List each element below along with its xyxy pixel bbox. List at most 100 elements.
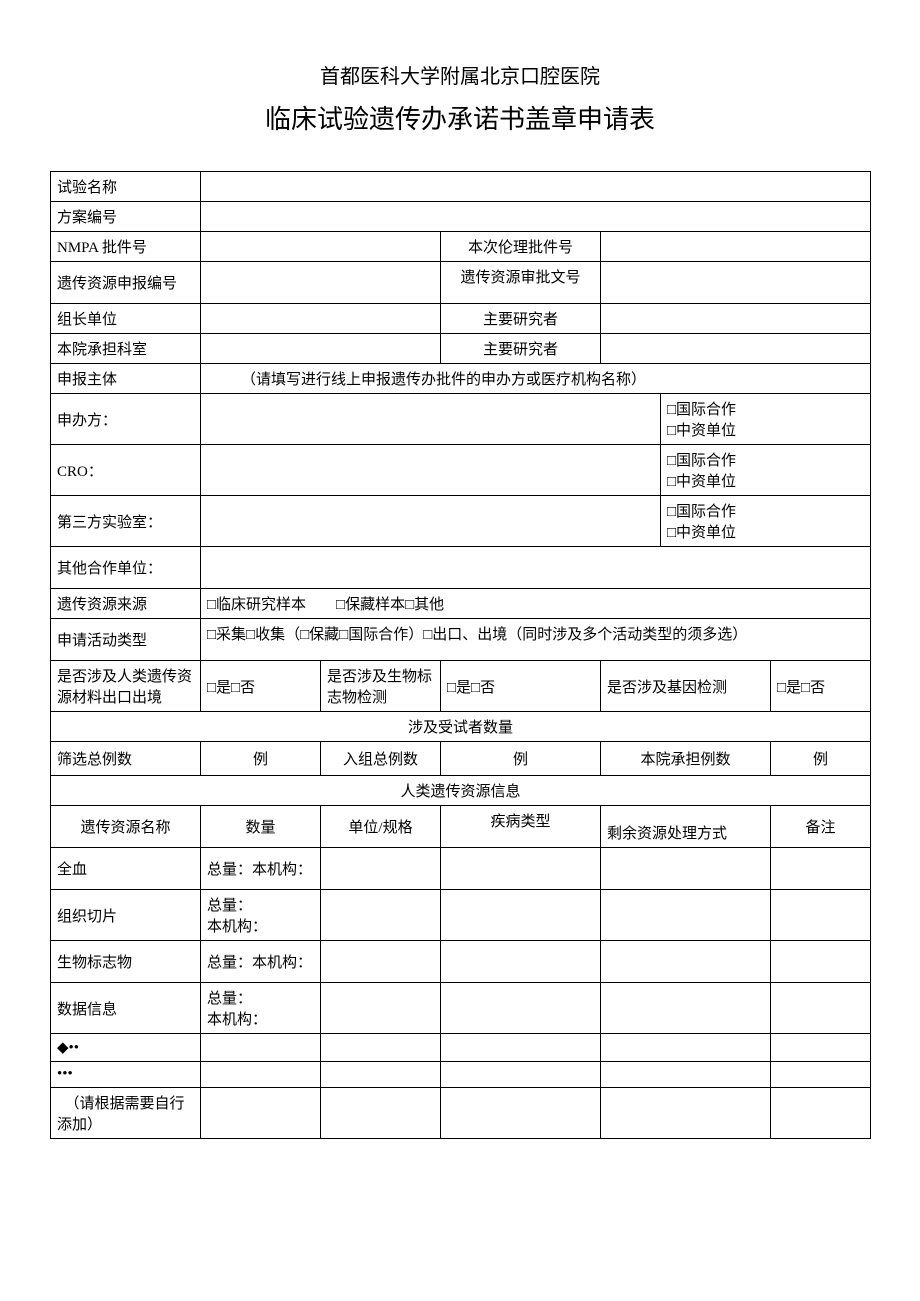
extra1-leftover[interactable]	[601, 1034, 771, 1062]
addmore-spec[interactable]	[321, 1088, 441, 1139]
field-third-lab[interactable]	[201, 496, 661, 547]
field-protocol-no[interactable]	[201, 202, 871, 232]
addmore-leftover[interactable]	[601, 1088, 771, 1139]
whole-blood-qty[interactable]: 总量：本机构：	[201, 848, 321, 890]
doc-subtitle: 首都医科大学附属北京口腔医院	[50, 60, 870, 89]
subjects-header: 涉及受试者数量	[51, 712, 871, 742]
col-disease-type: 疾病类型	[441, 806, 601, 848]
row-whole-blood: 全血	[51, 848, 201, 890]
label-export-q: 是否涉及人类遗传资源材料出口出境	[51, 661, 201, 712]
label-pi-2: 主要研究者	[441, 334, 601, 364]
label-applicant: 申报主体	[51, 364, 201, 394]
biomarker-yesno[interactable]: □是□否	[441, 661, 601, 712]
field-pi-2[interactable]	[601, 334, 871, 364]
cro-type[interactable]: □国际合作□中资单位	[661, 445, 871, 496]
label-other-partner: 其他合作单位：	[51, 547, 201, 589]
whole-blood-spec[interactable]	[321, 848, 441, 890]
field-ethics[interactable]	[601, 232, 871, 262]
tissue-disease[interactable]	[441, 890, 601, 941]
extra1-disease[interactable]	[441, 1034, 601, 1062]
field-host-dept[interactable]	[201, 334, 441, 364]
label-genetic-report-no: 遗传资源申报编号	[51, 262, 201, 304]
field-cro[interactable]	[201, 445, 661, 496]
tissue-qty[interactable]: 总量：本机构：	[201, 890, 321, 941]
activity-type-opts[interactable]: □采集□收集（□保藏□国际合作）□出口、出境（同时涉及多个活动类型的须多选）	[201, 619, 871, 661]
resource-origin-opts[interactable]: □临床研究样本 □保藏样本□其他	[201, 589, 871, 619]
field-trial-name[interactable]	[201, 172, 871, 202]
gene-test-yesno[interactable]: □是□否	[771, 661, 871, 712]
field-other-partner[interactable]	[201, 547, 871, 589]
field-lead-unit[interactable]	[201, 304, 441, 334]
col-qty: 数量	[201, 806, 321, 848]
col-res-name: 遗传资源名称	[51, 806, 201, 848]
field-sponsor[interactable]	[201, 394, 661, 445]
label-hosp-cases: 本院承担例数	[601, 742, 771, 776]
row-tissue-slice: 组织切片	[51, 890, 201, 941]
application-form-table: 试验名称 方案编号 NMPA 批件号 本次伦理批件号 遗传资源申报编号 遗传资源…	[50, 171, 871, 1139]
resource-info-header: 人类遗传资源信息	[51, 776, 871, 806]
export-yesno[interactable]: □是□否	[201, 661, 321, 712]
whole-blood-remark[interactable]	[771, 848, 871, 890]
label-resource-origin: 遗传资源来源	[51, 589, 201, 619]
label-lead-unit: 组长单位	[51, 304, 201, 334]
label-host-dept: 本院承担科室	[51, 334, 201, 364]
field-pi-1[interactable]	[601, 304, 871, 334]
addmore-disease[interactable]	[441, 1088, 601, 1139]
addmore-qty[interactable]	[201, 1088, 321, 1139]
label-third-lab: 第三方实验室：	[51, 496, 201, 547]
extra2-leftover[interactable]	[601, 1062, 771, 1088]
label-genetic-approval-no: 遗传资源审批文号	[441, 262, 601, 304]
extra2-disease[interactable]	[441, 1062, 601, 1088]
extra1-remark[interactable]	[771, 1034, 871, 1062]
col-unit-spec: 单位/规格	[321, 806, 441, 848]
label-gene-test-q: 是否涉及基因检测	[601, 661, 771, 712]
extra1-qty[interactable]	[201, 1034, 321, 1062]
row-add-more: （请根据需要自行添加）	[51, 1088, 201, 1139]
doc-title: 临床试验遗传办承诺书盖章申请表	[50, 99, 870, 136]
field-nmpa[interactable]	[201, 232, 441, 262]
tissue-remark[interactable]	[771, 890, 871, 941]
field-genetic-report-no[interactable]	[201, 262, 441, 304]
row-extra-2: •••	[51, 1062, 201, 1088]
label-enroll-total: 入组总例数	[321, 742, 441, 776]
data-leftover[interactable]	[601, 983, 771, 1034]
whole-blood-leftover[interactable]	[601, 848, 771, 890]
data-spec[interactable]	[321, 983, 441, 1034]
label-pi-1: 主要研究者	[441, 304, 601, 334]
whole-blood-disease[interactable]	[441, 848, 601, 890]
tissue-leftover[interactable]	[601, 890, 771, 941]
tissue-spec[interactable]	[321, 890, 441, 941]
sponsor-type[interactable]: □国际合作□中资单位	[661, 394, 871, 445]
label-protocol-no: 方案编号	[51, 202, 201, 232]
biomarker-remark[interactable]	[771, 941, 871, 983]
field-screen-total[interactable]: 例	[201, 742, 321, 776]
data-remark[interactable]	[771, 983, 871, 1034]
field-genetic-approval-no[interactable]	[601, 262, 871, 304]
addmore-remark[interactable]	[771, 1088, 871, 1139]
extra2-qty[interactable]	[201, 1062, 321, 1088]
col-leftover: 剩余资源处理方式	[601, 806, 771, 848]
row-extra-1: ◆••	[51, 1034, 201, 1062]
biomarker-qty[interactable]: 总量：本机构：	[201, 941, 321, 983]
data-qty[interactable]: 总量：本机构：	[201, 983, 321, 1034]
field-hosp-cases[interactable]: 例	[771, 742, 871, 776]
data-disease[interactable]	[441, 983, 601, 1034]
third-lab-type[interactable]: □国际合作□中资单位	[661, 496, 871, 547]
row-data-info: 数据信息	[51, 983, 201, 1034]
label-biomarker-q: 是否涉及生物标志物检测	[321, 661, 441, 712]
label-nmpa: NMPA 批件号	[51, 232, 201, 262]
field-enroll-total[interactable]: 例	[441, 742, 601, 776]
label-cro: CRO：	[51, 445, 201, 496]
label-trial-name: 试验名称	[51, 172, 201, 202]
applicant-hint: （请填写进行线上申报遗传办批件的申办方或医疗机构名称）	[201, 364, 871, 394]
label-activity-type: 申请活动类型	[51, 619, 201, 661]
extra2-spec[interactable]	[321, 1062, 441, 1088]
label-ethics: 本次伦理批件号	[441, 232, 601, 262]
biomarker-leftover[interactable]	[601, 941, 771, 983]
biomarker-disease[interactable]	[441, 941, 601, 983]
biomarker-spec[interactable]	[321, 941, 441, 983]
row-biomarker: 生物标志物	[51, 941, 201, 983]
extra1-spec[interactable]	[321, 1034, 441, 1062]
label-screen-total: 筛选总例数	[51, 742, 201, 776]
extra2-remark[interactable]	[771, 1062, 871, 1088]
